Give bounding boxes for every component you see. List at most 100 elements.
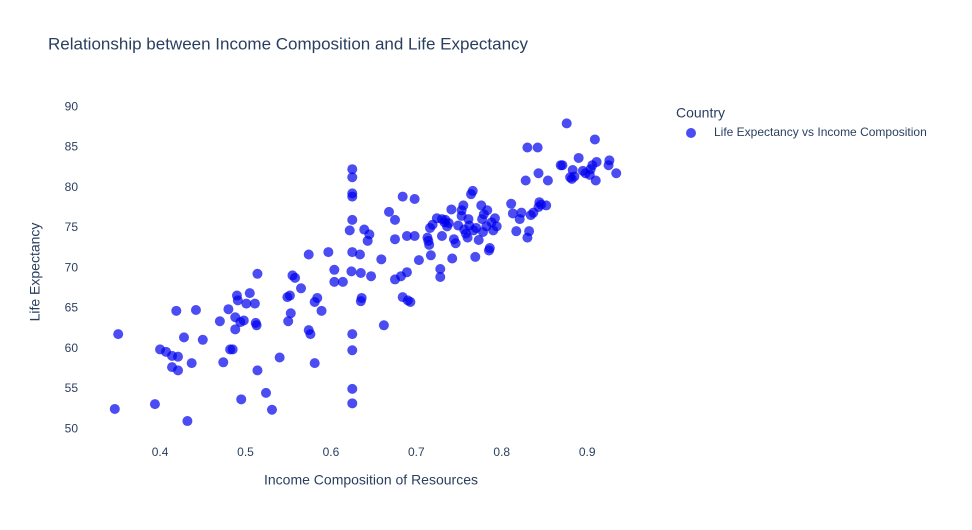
- point: [435, 272, 446, 283]
- point: [232, 295, 243, 306]
- point: [344, 225, 355, 236]
- point: [425, 250, 436, 261]
- point: [323, 247, 334, 258]
- point: [489, 213, 500, 224]
- point: [364, 229, 375, 240]
- point: [214, 316, 225, 327]
- point: [435, 263, 446, 274]
- point: [244, 288, 255, 299]
- point: [573, 152, 584, 163]
- y-tick-label: 65: [65, 301, 79, 315]
- point: [249, 298, 260, 309]
- point: [401, 230, 412, 241]
- point: [542, 175, 553, 186]
- point: [446, 204, 457, 215]
- point: [589, 134, 600, 145]
- point: [284, 290, 295, 301]
- point: [443, 218, 454, 229]
- point: [482, 205, 493, 216]
- point: [173, 365, 184, 376]
- point: [458, 200, 469, 211]
- point: [376, 254, 387, 265]
- y-tick-label: 85: [65, 140, 79, 154]
- point: [484, 243, 495, 254]
- point: [236, 394, 247, 405]
- x-tick-label: 0.6: [323, 445, 340, 459]
- point: [507, 208, 518, 219]
- point: [389, 234, 400, 245]
- point: [347, 214, 358, 225]
- point: [178, 332, 189, 343]
- point: [347, 172, 358, 183]
- point: [462, 232, 473, 243]
- point: [611, 168, 622, 179]
- point: [389, 214, 400, 225]
- point: [290, 272, 301, 283]
- point: [436, 230, 447, 241]
- point: [190, 305, 201, 316]
- point: [285, 308, 296, 319]
- point: [252, 268, 263, 279]
- x-tick-label: 0.7: [408, 445, 425, 459]
- point: [347, 383, 358, 394]
- point: [591, 156, 602, 167]
- point: [347, 345, 358, 356]
- point: [354, 249, 365, 260]
- point: [251, 320, 262, 331]
- point: [511, 226, 522, 237]
- chart-title: Relationship between Income Composition …: [48, 34, 529, 53]
- x-tick-label: 0.8: [493, 445, 510, 459]
- x-tick-label: 0.9: [579, 445, 596, 459]
- point: [541, 200, 552, 211]
- y-tick-label: 50: [65, 421, 79, 435]
- point: [296, 283, 307, 294]
- point: [424, 239, 435, 250]
- point: [347, 188, 358, 199]
- point: [520, 175, 531, 186]
- point: [182, 416, 193, 427]
- point: [346, 266, 357, 277]
- point: [113, 329, 124, 340]
- point: [173, 351, 184, 362]
- point: [569, 171, 580, 182]
- point: [470, 251, 481, 262]
- point: [309, 358, 320, 369]
- point: [197, 334, 208, 345]
- point: [303, 249, 314, 260]
- point: [347, 398, 358, 409]
- point: [218, 357, 229, 368]
- point: [241, 298, 252, 309]
- point: [409, 193, 420, 204]
- point: [533, 168, 544, 179]
- y-tick-label: 90: [65, 99, 79, 113]
- x-tick-label: 0.4: [152, 445, 169, 459]
- point: [450, 238, 461, 249]
- point: [312, 292, 323, 303]
- point: [532, 142, 543, 153]
- point: [238, 315, 249, 326]
- point: [230, 324, 241, 335]
- point: [491, 221, 502, 232]
- point: [274, 352, 285, 363]
- point: [171, 305, 182, 316]
- y-tick-label: 80: [65, 180, 79, 194]
- y-tick-label: 70: [65, 260, 79, 274]
- point: [405, 296, 416, 307]
- point: [524, 226, 535, 237]
- point: [283, 316, 294, 327]
- y-axis-label: Life Expectancy: [27, 223, 43, 322]
- point: [223, 304, 234, 315]
- point: [561, 118, 572, 129]
- point: [384, 206, 395, 217]
- point: [590, 175, 601, 186]
- y-tick-label: 55: [65, 381, 79, 395]
- point: [347, 247, 358, 258]
- point: [467, 185, 478, 196]
- point: [337, 276, 348, 287]
- point: [516, 207, 527, 218]
- point: [557, 160, 568, 171]
- point: [447, 253, 458, 264]
- x-axis-label: Income Composition of Resources: [264, 472, 478, 488]
- point: [413, 255, 424, 266]
